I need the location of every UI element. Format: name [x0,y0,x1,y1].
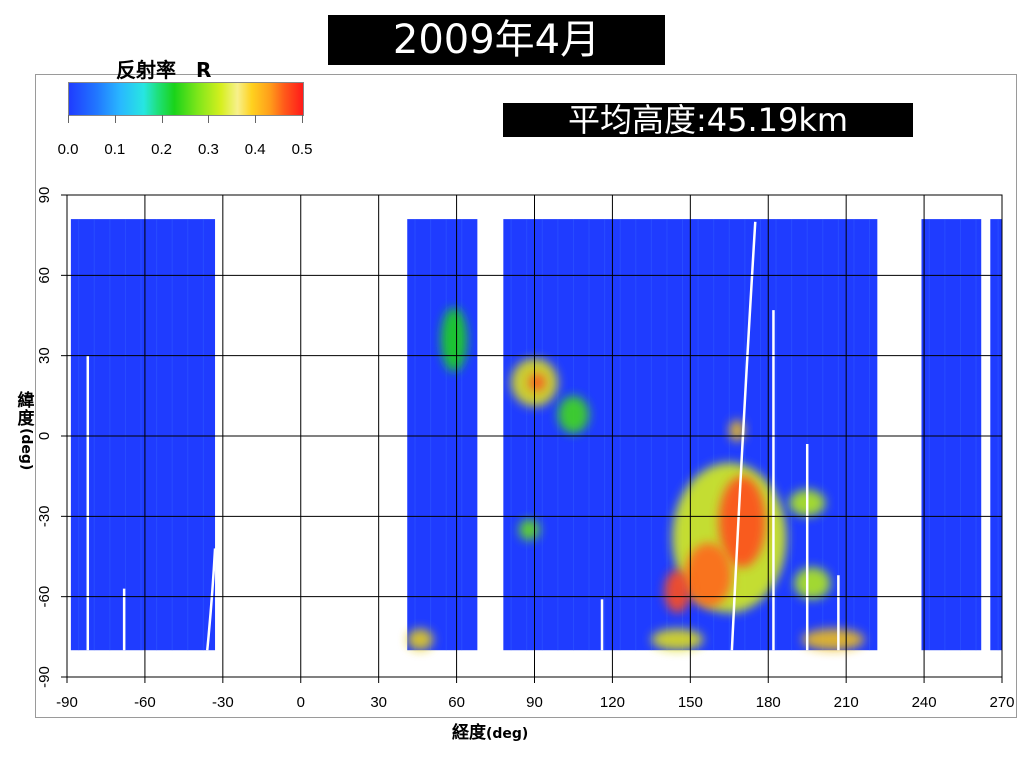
reflectance-patch [664,569,691,613]
data-gap-curve [206,548,217,651]
colorbar-tick-mark [114,115,116,123]
colorbar-tick-label: 0.3 [197,141,219,158]
x-tick-label: -90 [56,694,78,711]
colorbar [68,82,304,116]
colorbar-tick-mark [161,115,163,123]
observation-swath [990,219,1002,651]
reflectance-patch [685,543,732,608]
x-tick-label: 90 [526,694,543,711]
colorbar-tick-mark [68,115,69,123]
observation-swath [407,219,478,651]
reflectance-patch [407,628,434,651]
reflectance-patch [518,519,540,541]
y-tick-label: -60 [36,586,53,608]
y-tick-label: 0 [36,432,53,440]
y-axis-label-main: 緯度 [17,391,35,429]
x-tick-label: 0 [297,694,305,711]
observation-swath [70,219,216,651]
colorbar-tick-mark [208,115,210,123]
x-axis-label-main: 経度 [452,723,486,743]
x-tick-label: 30 [370,694,387,711]
y-tick-label: 30 [36,347,53,364]
mean-altitude-label: 平均高度:45.19km [503,103,913,137]
y-axis-label: 緯度 (deg) [14,392,38,470]
x-axis-label: 経度(deg) [452,718,528,743]
colorbar-tick-label: 0.4 [244,141,266,158]
x-tick-label: -30 [212,694,234,711]
reflectance-patch [441,307,467,372]
reflectance-patch [529,374,545,391]
y-tick-label: 60 [36,267,53,284]
x-tick-label: 150 [678,694,703,711]
x-tick-label: 210 [834,694,859,711]
x-tick-label: 60 [448,694,465,711]
colorbar-tick-mark [302,115,303,123]
x-tick-label: 120 [600,694,625,711]
reflectance-patch [802,628,865,651]
reflectance-patch [651,628,704,651]
x-tick-label: -60 [134,694,156,711]
x-tick-label: 270 [989,694,1014,711]
y-tick-label: -30 [36,505,53,527]
x-tick-label: 180 [756,694,781,711]
x-axis-label-unit: (deg) [486,726,529,742]
observation-swath [921,219,982,651]
reflectance-patch [794,567,831,600]
colorbar-tick-label: 0.5 [291,141,313,158]
colorbar-tick-label: 0.1 [104,141,126,158]
colorbar-tick-label: 0.0 [57,141,79,158]
y-tick-label: 90 [36,187,53,204]
chart-title: 2009年4月 [328,15,665,65]
y-axis-label-unit: (deg) [18,428,34,471]
y-tick-label: -90 [36,666,53,688]
colorbar-label: 反射率 R [116,58,212,82]
colorbar-tick-label: 0.2 [151,141,173,158]
reflectance-patch [718,476,766,568]
colorbar-tick-mark [255,115,257,123]
x-tick-label: 240 [912,694,937,711]
reflectance-patch [557,395,590,434]
